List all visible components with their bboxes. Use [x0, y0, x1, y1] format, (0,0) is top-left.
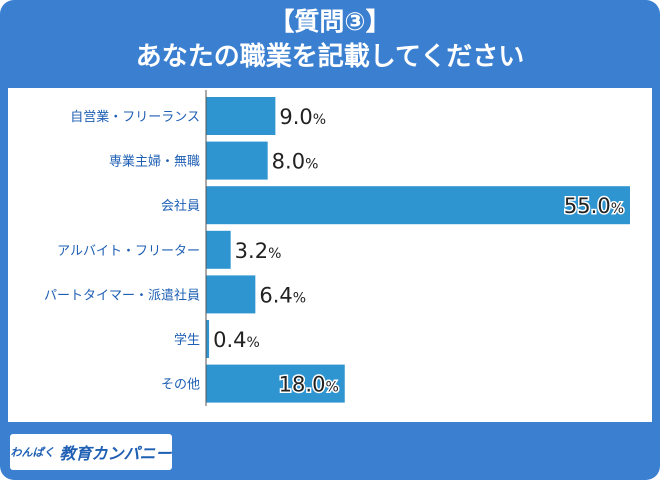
logo-prefix: わんぱく — [10, 446, 55, 459]
bar — [206, 275, 256, 314]
bar — [206, 364, 345, 403]
category-label: 会社員 — [161, 198, 200, 214]
category-label: アルバイト・フリーター — [57, 244, 200, 259]
value-label: 3.2% — [235, 239, 282, 263]
category-label: 学生 — [174, 332, 200, 348]
logo-name: 教育カンパニー — [59, 444, 172, 463]
value-label: 55.0% — [564, 194, 624, 218]
chart-panel: 自営業・フリーランス 9.0% 専業主婦・無職 8.0% 会社員 55.0% アルバイト・フ… — [8, 88, 652, 422]
bar — [206, 141, 268, 180]
category-label: パートタイマー・派遣社員 — [44, 287, 200, 303]
company-logo: わんぱく 教育カンパニー — [10, 434, 172, 470]
value-label: 6.4% — [259, 283, 306, 307]
question-number: 【質問③】 — [269, 7, 391, 36]
bar — [206, 186, 630, 225]
value-label: 0.4% — [213, 328, 260, 352]
value-label: 9.0% — [279, 105, 326, 129]
bar — [206, 320, 210, 358]
value-label: 8.0% — [272, 150, 319, 174]
bar — [206, 97, 276, 135]
value-label: 18.0% — [279, 373, 339, 397]
chart-title: あなたの職業を記載してください — [135, 42, 525, 72]
category-label: その他 — [161, 378, 200, 393]
bar — [206, 230, 231, 269]
category-label: 自営業・フリーランス — [70, 109, 200, 125]
bar-chart: 自営業・フリーランス 9.0% 専業主婦・無職 8.0% 会社員 55.0% アルバイト・フ… — [44, 90, 630, 406]
category-label: 専業主婦・無職 — [109, 154, 200, 170]
